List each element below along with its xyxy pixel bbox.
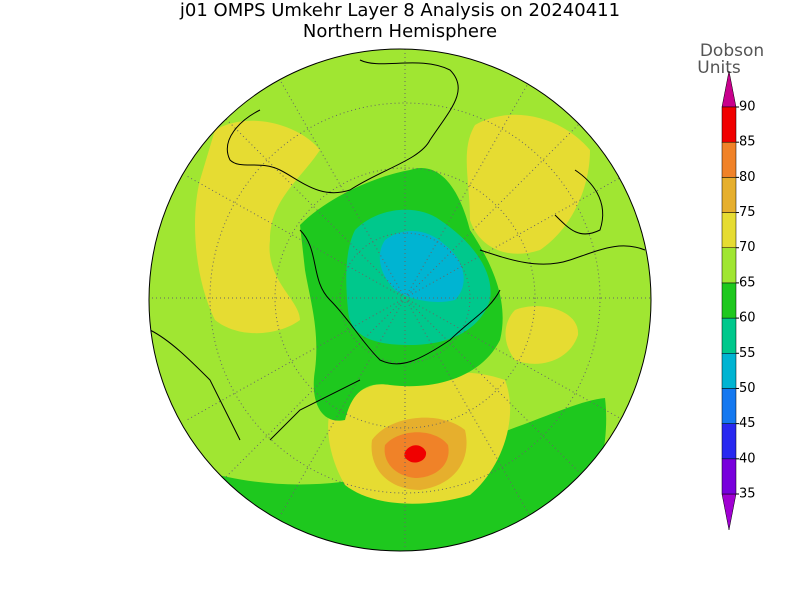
field-region <box>505 306 579 364</box>
colorbar-label: Units <box>697 58 741 78</box>
colorbar-tick-label: 60 <box>739 311 756 326</box>
colorbar-segment <box>721 317 737 354</box>
colorbar-tick-label: 85 <box>739 135 756 150</box>
colorbar-label: Dobson <box>700 41 764 61</box>
colorbar-tick-label: 75 <box>739 205 756 220</box>
field-region <box>404 445 427 463</box>
colorbar-segment <box>721 353 737 389</box>
colorbar-segment <box>721 177 737 213</box>
colorbar-tick-label: 65 <box>739 275 756 290</box>
colorbar-segment <box>721 458 737 495</box>
colorbar-segment <box>721 282 737 319</box>
field-region <box>195 120 320 334</box>
colorbar-tick-label: 90 <box>739 100 756 115</box>
coastlines <box>149 59 646 441</box>
colorbar-tick-label: 40 <box>739 451 756 466</box>
globe-outline <box>148 48 652 552</box>
colorbar-tick-label: 35 <box>739 487 756 502</box>
colorbar-segment <box>721 247 737 284</box>
colorbar-tick-label: 55 <box>739 346 756 361</box>
colorbar-segment <box>721 141 737 178</box>
map <box>149 49 651 551</box>
colorbar-segment <box>721 106 737 143</box>
colorbar-end <box>721 493 737 531</box>
field-region <box>379 230 464 302</box>
colorbar-tick-label: 70 <box>739 240 756 255</box>
colorbar-tick-label: 50 <box>739 381 756 396</box>
colorbar: 35 40 45 50 55 60 65 70 75 80 85 90 <box>721 70 756 531</box>
colorbar-segment <box>721 212 737 248</box>
colorbar-tick-label: 45 <box>739 416 756 431</box>
title: j01 OMPS Umkehr Layer 8 Analysis on 2024… <box>179 0 620 21</box>
graticule <box>150 49 651 551</box>
subtitle: Northern Hemisphere <box>303 21 497 42</box>
colorbar-segment <box>721 423 737 460</box>
colorbar-tick-label: 80 <box>739 170 756 185</box>
colorbar-segment <box>721 388 737 424</box>
